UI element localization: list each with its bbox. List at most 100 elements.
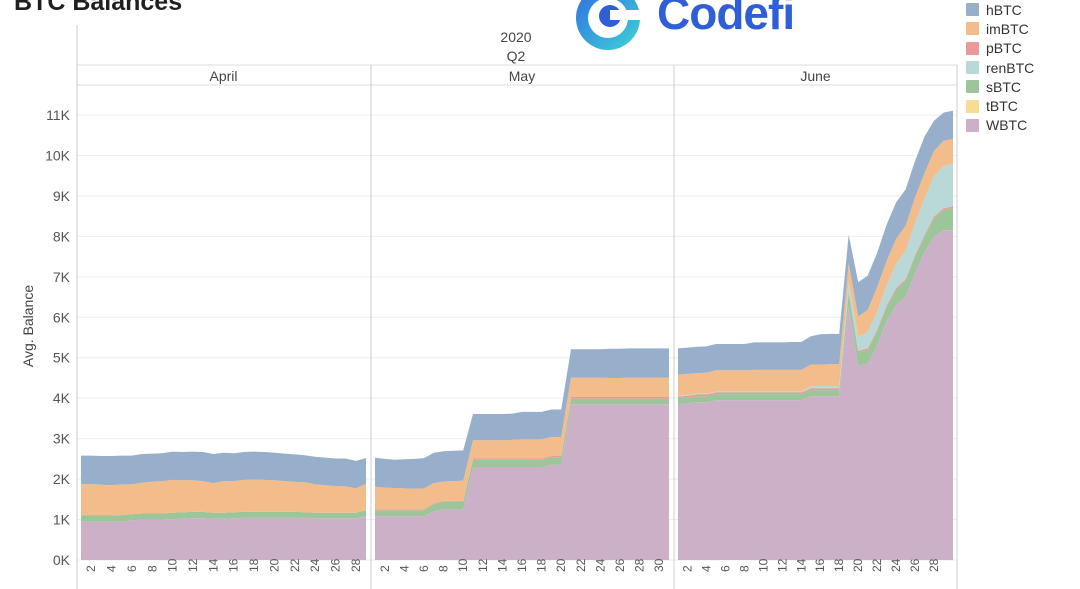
legend-item-hbtc[interactable]: hBTC [966, 0, 1076, 19]
codefi-logo-icon [576, 0, 650, 50]
legend-item-wbtc[interactable]: WBTC [966, 116, 1076, 135]
legend-label: pBTC [986, 40, 1022, 57]
y-tick-label: 10K [45, 147, 71, 163]
codefi-logo: Codefi [572, 0, 832, 58]
x-tick-label: 10 [166, 558, 180, 572]
x-tick-label: 12 [775, 558, 789, 572]
x-tick-label: 26 [328, 558, 342, 572]
legend-item-renbtc[interactable]: renBTC [966, 58, 1076, 77]
month-label: June [800, 68, 831, 84]
area-hbtc-may [375, 348, 669, 489]
legend-swatch [966, 99, 979, 113]
header-quarter: Q2 [507, 48, 526, 64]
legend-swatch [966, 41, 979, 55]
x-tick-label: 6 [417, 565, 431, 572]
legend-item-pbtc[interactable]: pBTC [966, 39, 1076, 58]
y-tick-label: 0K [53, 552, 71, 568]
x-tick-label: 28 [927, 558, 941, 572]
legend-label: tBTC [986, 98, 1018, 115]
legend-swatch [966, 61, 979, 75]
x-tick-label: 20 [851, 558, 865, 572]
header-year: 2020 [500, 29, 531, 45]
y-tick-label: 4K [53, 390, 71, 406]
area-wbtc-april [81, 516, 366, 560]
x-tick-label: 18 [832, 558, 846, 572]
legend-swatch [966, 80, 979, 94]
x-tick-label: 18 [247, 558, 261, 572]
legend-swatch [966, 118, 979, 132]
x-tick-label: 12 [186, 558, 200, 572]
legend-item-tbtc[interactable]: tBTC [966, 96, 1076, 115]
legend: hBTC imBTC pBTC renBTC sBTC tBTC WBTC [966, 0, 1076, 135]
x-tick-label: 16 [813, 558, 827, 572]
x-tick-label: 4 [699, 565, 713, 572]
x-tick-label: 24 [308, 558, 322, 572]
x-tick-label: 22 [574, 558, 588, 572]
legend-label: sBTC [986, 78, 1021, 95]
y-tick-label: 9K [53, 188, 71, 204]
legend-label: hBTC [986, 1, 1022, 18]
x-tick-label: 12 [476, 558, 490, 572]
area-imbtc-april [81, 479, 366, 516]
x-tick-label: 8 [737, 565, 751, 572]
y-axis-title: Avg. Balance [20, 285, 36, 367]
x-tick-label: 28 [349, 558, 363, 572]
legend-item-imbtc[interactable]: imBTC [966, 19, 1076, 38]
area-imbtc-may [375, 377, 669, 510]
x-tick-label: 10 [756, 558, 770, 572]
x-tick-label: 20 [554, 558, 568, 572]
legend-label: imBTC [986, 20, 1029, 37]
y-tick-label: 1K [53, 512, 71, 528]
y-tick-label: 11K [46, 107, 71, 123]
codefi-logo-text: Codefi [657, 0, 795, 39]
area-sbtc-april [81, 510, 366, 522]
y-tick-label: 6K [53, 309, 71, 325]
x-tick-label: 14 [495, 558, 509, 572]
x-tick-label: 2 [378, 565, 392, 572]
x-tick-label: 26 [908, 558, 922, 572]
legend-label: WBTC [986, 117, 1028, 134]
area-wbtc-may [375, 404, 669, 560]
x-tick-label: 6 [125, 565, 139, 572]
x-tick-label: 30 [652, 558, 666, 572]
x-tick-label: 2 [680, 565, 694, 572]
chart-title: BTC Balances [14, 0, 183, 16]
x-tick-label: 22 [288, 558, 302, 572]
x-tick-label: 18 [535, 558, 549, 572]
y-tick-label: 7K [53, 269, 71, 285]
x-tick-label: 2 [84, 565, 98, 572]
x-tick-label: 16 [515, 558, 529, 572]
x-tick-label: 4 [105, 565, 119, 572]
month-label: May [509, 68, 535, 84]
x-tick-label: 8 [437, 565, 451, 572]
x-tick-label: 24 [889, 558, 903, 572]
x-tick-label: 14 [206, 558, 220, 572]
y-tick-label: 5K [53, 350, 71, 366]
area-wbtc-june [678, 230, 953, 561]
month-label: April [209, 68, 237, 84]
x-tick-label: 22 [870, 558, 884, 572]
y-tick-label: 3K [53, 431, 71, 447]
area-hbtc-april [81, 451, 366, 489]
x-tick-label: 26 [613, 558, 627, 572]
y-tick-label: 2K [53, 471, 71, 487]
x-tick-label: 24 [593, 558, 607, 572]
x-tick-label: 16 [227, 558, 241, 572]
x-tick-label: 10 [456, 558, 470, 572]
area-renbtc-june [678, 163, 953, 397]
area-hbtc-june [678, 110, 953, 375]
legend-swatch [966, 3, 979, 17]
legend-item-sbtc[interactable]: sBTC [966, 77, 1076, 96]
x-tick-label: 28 [633, 558, 647, 572]
legend-swatch [966, 22, 979, 36]
x-tick-label: 14 [794, 558, 808, 572]
legend-label: renBTC [986, 59, 1035, 76]
y-tick-label: 8K [53, 228, 71, 244]
x-tick-label: 8 [145, 565, 159, 572]
x-tick-label: 20 [267, 558, 281, 572]
x-tick-label: 4 [397, 565, 411, 572]
x-tick-label: 6 [718, 565, 732, 572]
